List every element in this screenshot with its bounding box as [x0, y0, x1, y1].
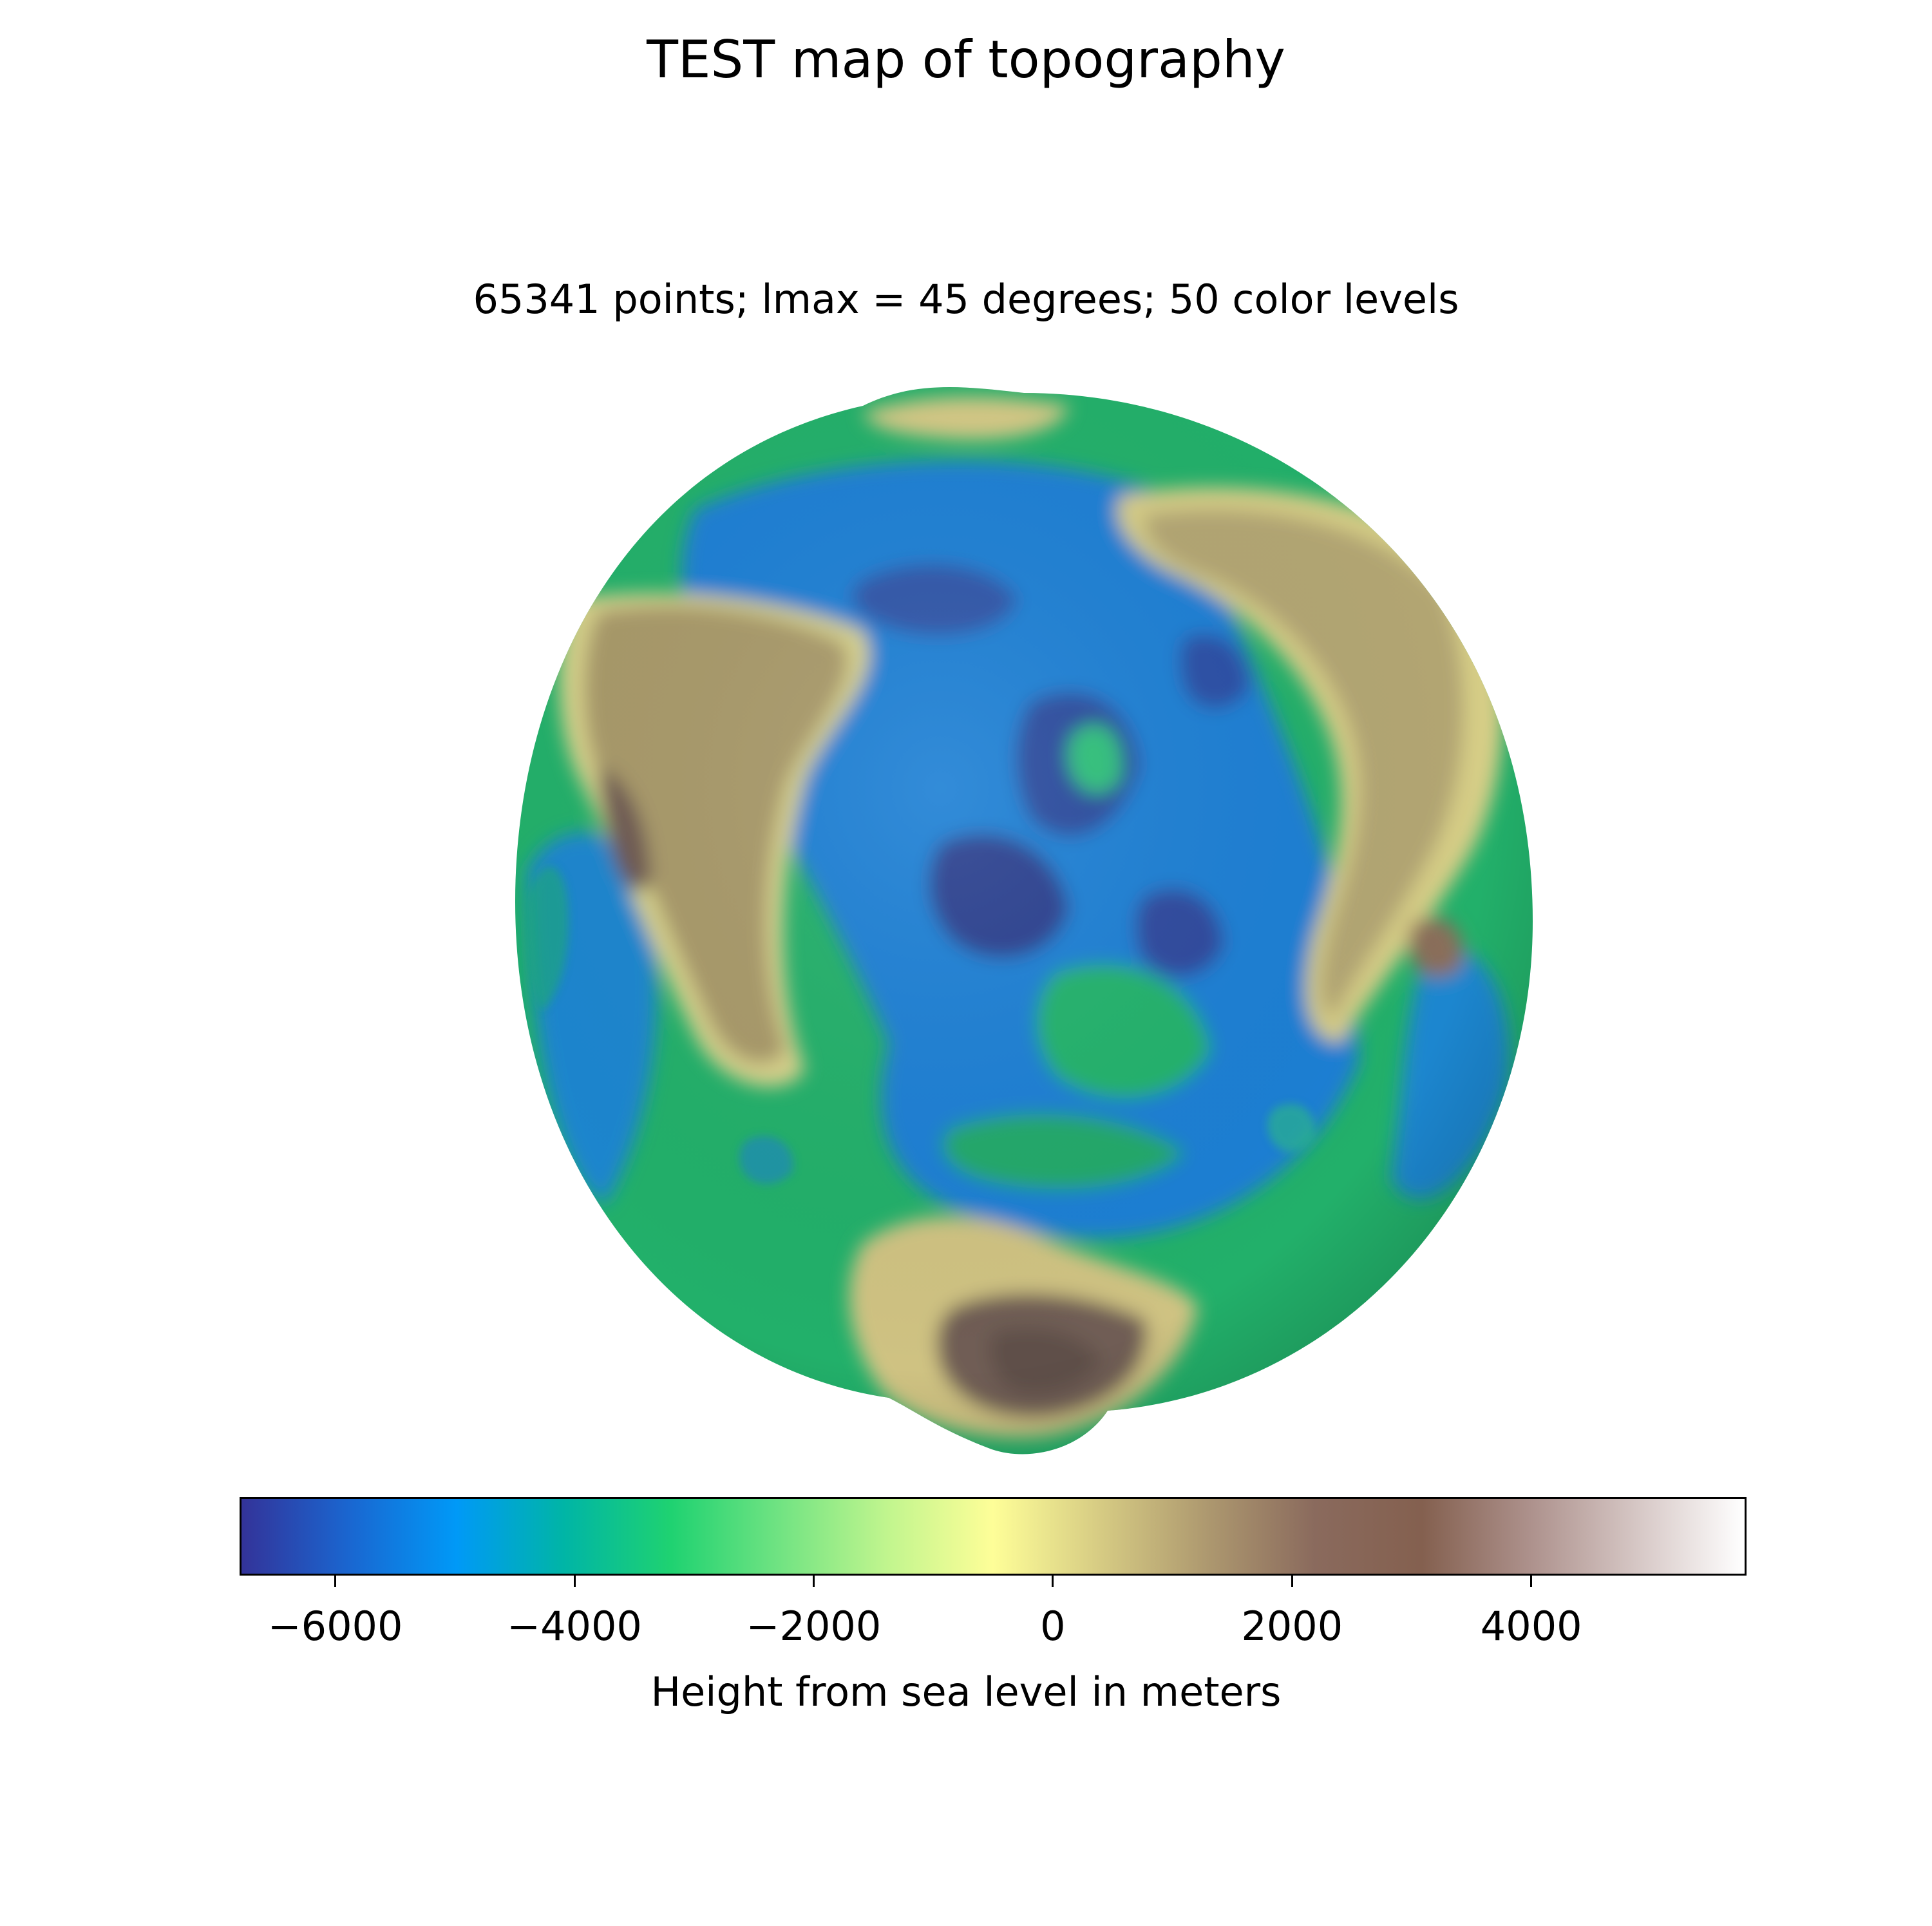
- colorbar-tick-label: 2000: [1241, 1603, 1343, 1650]
- colorbar-label: Height from sea level in meters: [650, 1668, 1282, 1715]
- colorbar-tick: [812, 1576, 815, 1587]
- colorbar-tick-label: −2000: [746, 1603, 882, 1650]
- chart-subtitle: 65341 points; lmax = 45 degrees; 50 colo…: [473, 276, 1459, 323]
- topography-globe: [502, 367, 1546, 1475]
- globe-shading: [515, 387, 1533, 1454]
- colorbar-tick: [1052, 1576, 1054, 1587]
- colorbar-tick-label: −6000: [267, 1603, 403, 1650]
- colorbar-tick-label: 0: [1040, 1603, 1066, 1650]
- colorbar-tick: [1291, 1576, 1293, 1587]
- globe-surface: [515, 387, 1533, 1454]
- chart-title: TEST map of topography: [647, 30, 1285, 90]
- colorbar-tick-label: −4000: [507, 1603, 642, 1650]
- colorbar-tick: [334, 1576, 337, 1587]
- colorbar-tick: [1530, 1576, 1533, 1587]
- colorbar-tick-label: 4000: [1480, 1603, 1582, 1650]
- colorbar-tick: [573, 1576, 576, 1587]
- colorbar: [240, 1497, 1747, 1576]
- colorbar-axis: −6000 −4000 −2000 0 2000 4000: [240, 1576, 1747, 1743]
